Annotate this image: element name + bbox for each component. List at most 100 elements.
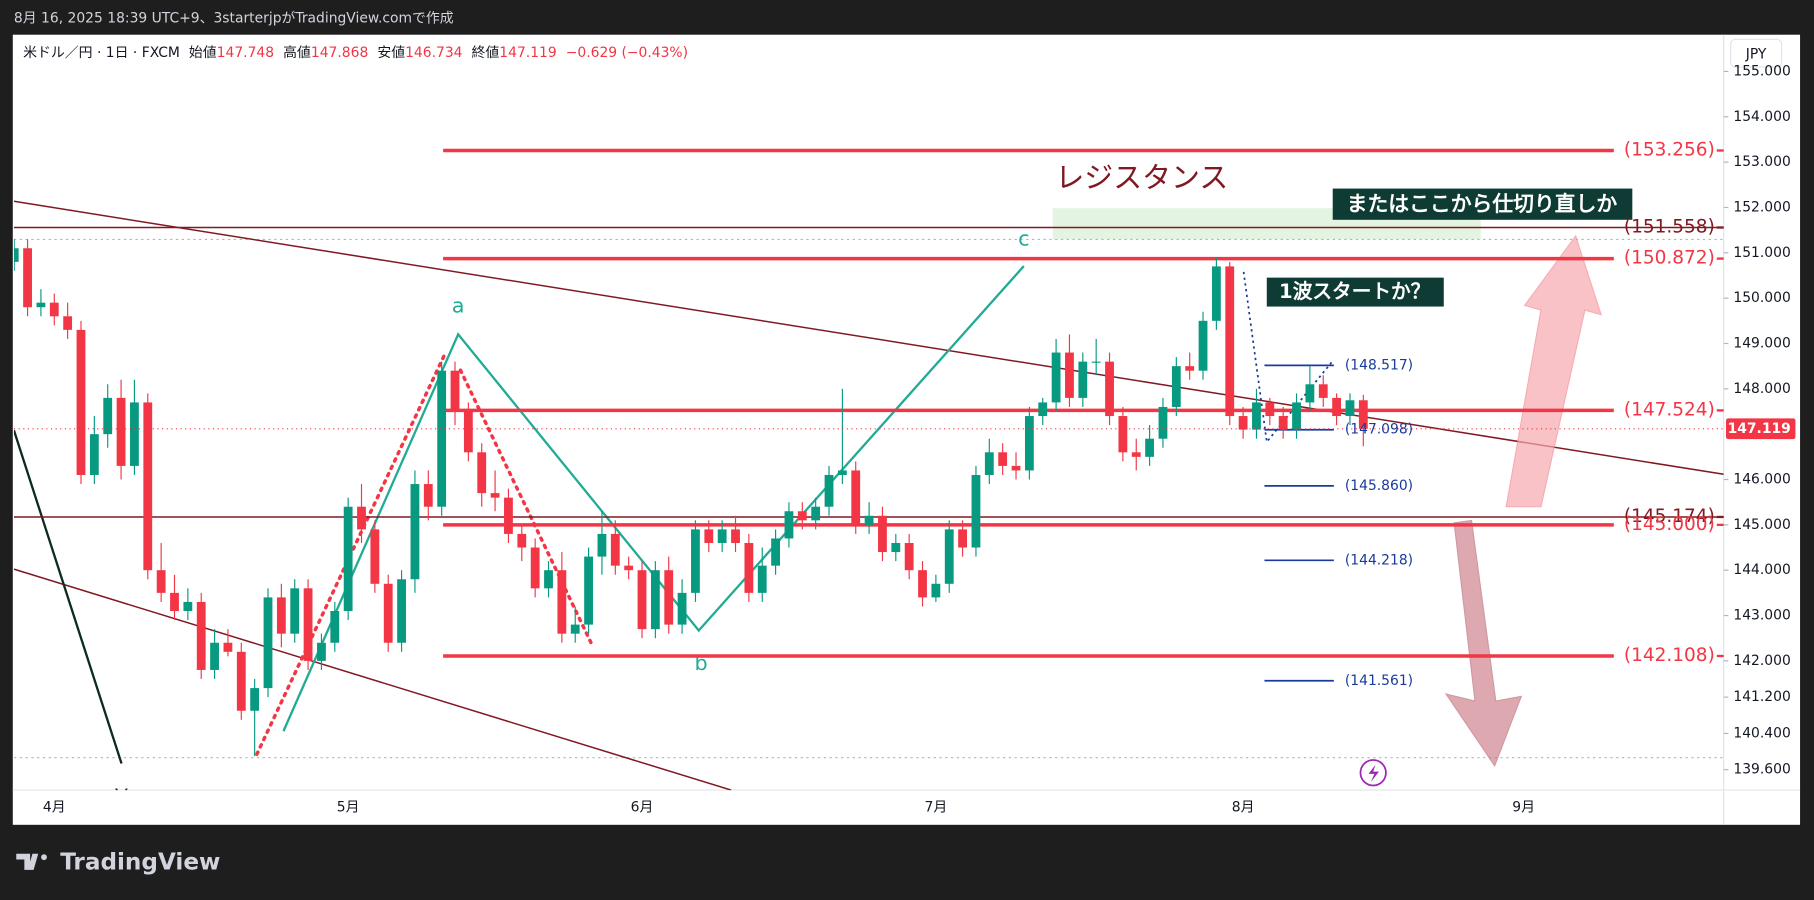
level-label: (150.872) [1624,248,1715,269]
legend-label: 安値 [377,45,405,61]
candle-body [317,642,326,661]
candle-body [1011,465,1021,471]
candle-body [477,452,487,494]
candle-body [1238,416,1248,430]
candle-body [357,506,366,530]
level-label: (142.108) [1624,645,1715,666]
level-label: (153.256) [1624,140,1715,161]
note-box [1332,188,1633,220]
level-label: (147.524) [1624,399,1715,420]
legend-value: 146.734 [405,45,463,61]
candle-body [76,329,86,475]
candle-body [423,484,433,507]
level-label: (151.558) [1624,216,1715,237]
x-tick-label: 8月 [1232,799,1255,815]
candle-body [330,611,340,643]
candle-body [1118,416,1128,453]
y-tick-label: 148.000 [1733,381,1790,397]
candle-body [797,511,807,521]
resistance-label: レジスタンス [1055,160,1228,194]
y-tick-label: 149.000 [1733,335,1790,351]
legend: 米ドル／円 · 1日 · FXCM 始値147.748 高値147.868 安値… [23,44,688,61]
candle-body [343,506,353,612]
level-label: (145.000) [1624,514,1715,535]
candle-body [1198,320,1208,371]
candle-body [984,452,994,475]
candle-body [1145,438,1155,457]
candle-body [1078,361,1088,398]
last-price-label: 147.119 [1728,421,1791,437]
candle-body [904,542,914,571]
candle-body [450,370,460,412]
logo-dot [41,854,47,861]
candle-body [998,452,1008,466]
currency-label: JPY [1745,46,1767,62]
candle-body [1131,452,1141,457]
candle-body [63,316,73,330]
y-tick-label: 145.000 [1733,517,1790,533]
candle-body [557,570,567,634]
label-layer: 155.000 154.000 153.000 152.000 151.000 150.0… [43,63,1796,815]
down-arrow [1444,519,1523,768]
top-bar: 8月 16, 2025 18:39 UTC+9、3starterjpがTradi… [14,11,454,27]
x-tick-label: 7月 [925,799,948,815]
candle-body [1265,402,1275,417]
x-tick-label: 4月 [43,799,66,815]
candle-body [878,515,887,553]
fib-label: (148.517) [1345,357,1413,373]
candle-body [1332,397,1342,417]
y-tick-label: 144.000 [1733,562,1790,578]
candle-body [744,542,754,593]
candle-body [1185,366,1195,371]
candle-body [1051,352,1061,403]
candle-body [1358,400,1368,429]
candle-body [717,529,727,543]
legend-symbol: 米ドル／円 · 1日 · FXCM [23,45,180,61]
candle-body [731,529,740,543]
legend-value: 147.868 [311,45,368,61]
y-tick-label: 141.200 [1733,689,1790,705]
candle-body [156,570,166,593]
level-label: (145.174) [1624,506,1715,527]
candle-body [1292,402,1301,430]
candle-body [437,370,447,507]
y-tick-label: 155.000 [1733,63,1790,79]
candle-body [1038,402,1048,417]
trend-line [13,200,1724,476]
candle-body [1305,384,1315,403]
fib-label: (141.561) [1345,673,1413,689]
candle-body [691,529,700,593]
candle-body [303,588,313,661]
up-arrow [1505,234,1602,508]
currency-button[interactable] [1730,38,1783,68]
candle-body [1318,384,1328,398]
candle-body [570,624,580,634]
candle-body [650,570,660,630]
candle-body [1211,266,1221,321]
candle-body [1225,266,1235,417]
candle-body [276,597,286,634]
fib-label: (147.098) [1345,422,1413,438]
y-tick-label: 153.000 [1733,154,1790,170]
candle-body [370,529,380,584]
candle-body [1158,406,1168,439]
candle-body [677,592,687,625]
candle-body [784,511,794,539]
note-text: 1波スタートか？ [1279,280,1430,303]
chart-area [12,34,1801,825]
candle-body [1171,366,1181,407]
candle-body [584,556,593,625]
candle-body [463,411,473,453]
candle-body [958,529,968,548]
y-tick-label: 146.000 [1733,472,1790,488]
y-tick-label: 152.000 [1733,199,1790,215]
candle-body [530,547,540,589]
candle-body [704,529,714,543]
y-tick-label: 142.000 [1733,653,1790,669]
candle-body [544,570,553,589]
candle-body [918,570,927,598]
fib-label: (145.860) [1345,478,1413,494]
candle-body [610,533,620,566]
